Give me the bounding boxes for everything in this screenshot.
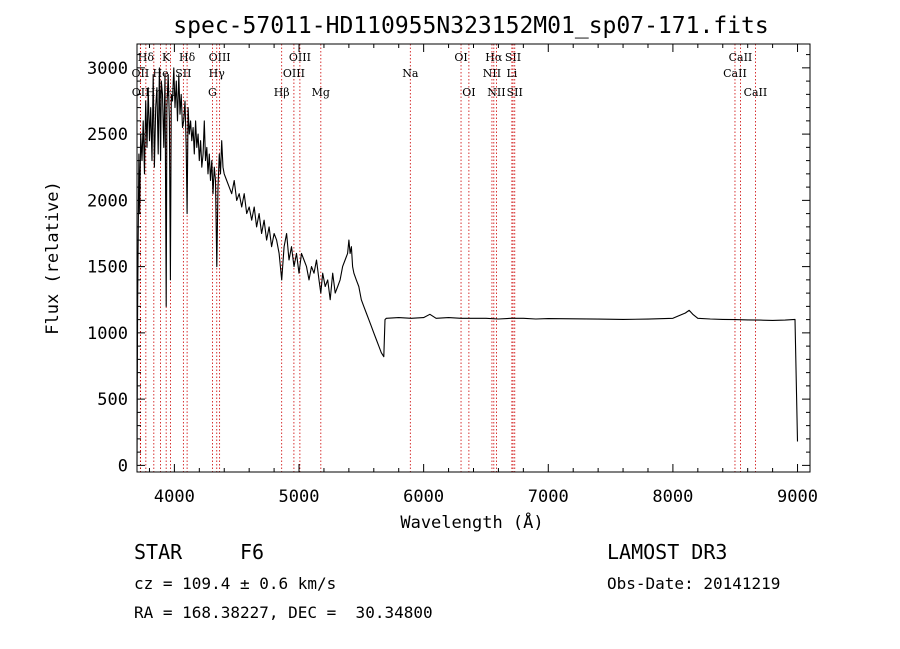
marker-label-16: Na [402,67,419,80]
x-tick-label-3: 7000 [528,487,569,507]
spectrum-line [136,67,799,466]
marker-label-23: NII [487,86,505,99]
plot-frame [136,43,811,473]
y-tick-label-3: 1500 [87,258,128,278]
marker-label-15: Mg [312,86,330,99]
x-tick-label-4: 8000 [652,487,693,507]
marker-label-21: NII [483,67,501,80]
marker-label-7: Hδ [179,51,196,64]
marker-label-10: Hγ [209,67,226,80]
y-tick-label-1: 500 [97,390,128,410]
obs-date-label: Obs-Date: 20141219 [607,574,781,593]
y-tick-label-5: 2500 [87,125,128,145]
marker-label-0: Hδ [138,51,155,64]
marker-label-5: He [153,67,169,80]
marker-label-17: OI [454,51,467,64]
y-axis: 0 500 1000 1500 2000 2500 3000 [87,54,810,476]
x-tick-label-0: 4000 [154,487,195,507]
marker-label-8: SII [175,67,191,80]
x-axis: 4000 5000 6000 7000 8000 9000 [148,44,818,507]
marker-label-19: Hα [485,51,503,64]
class-label: STAR [134,540,183,564]
y-tick-label-2: 1000 [87,324,128,344]
survey-label: LAMOST DR3 [607,540,728,564]
y-axis-label: Flux (relative) [43,181,63,335]
marker-label-20: SII [505,51,521,64]
marker-label-12: OIII [289,51,311,64]
x-tick-label-2: 6000 [403,487,444,507]
marker-label-13: OIII [283,67,305,80]
marker-label-11: G [208,86,217,99]
marker-label-18: OI [462,86,475,99]
marker-label-24: SII [507,86,523,99]
marker-label-4: H [166,86,176,99]
marker-label-27: CaII [744,86,768,99]
y-tick-label-0: 0 [118,456,128,476]
x-tick-label-5: 9000 [777,487,818,507]
marker-label-22: Li [506,67,517,80]
marker-label-3: K [162,51,171,64]
marker-label-9: OIII [209,51,231,64]
x-tick-label-1: 5000 [279,487,320,507]
chart-title: spec-57011-HD110955N323152M01_sp07-171.f… [173,13,768,39]
subclass-label: F6 [240,540,265,564]
redshift-label: cz = 109.4 ± 0.6 km/s [134,574,337,593]
marker-label-2: OII [132,86,150,99]
marker-label-14: Hβ [274,86,290,99]
y-tick-label-6: 3000 [87,59,128,79]
x-axis-label: Wavelength (Å) [400,511,543,533]
coords-label: RA = 168.38227, DEC = 30.34800 [134,603,433,622]
y-tick-label-4: 2000 [87,191,128,211]
marker-label-25: CaII [729,51,753,64]
marker-label-26: CaII [723,67,747,80]
